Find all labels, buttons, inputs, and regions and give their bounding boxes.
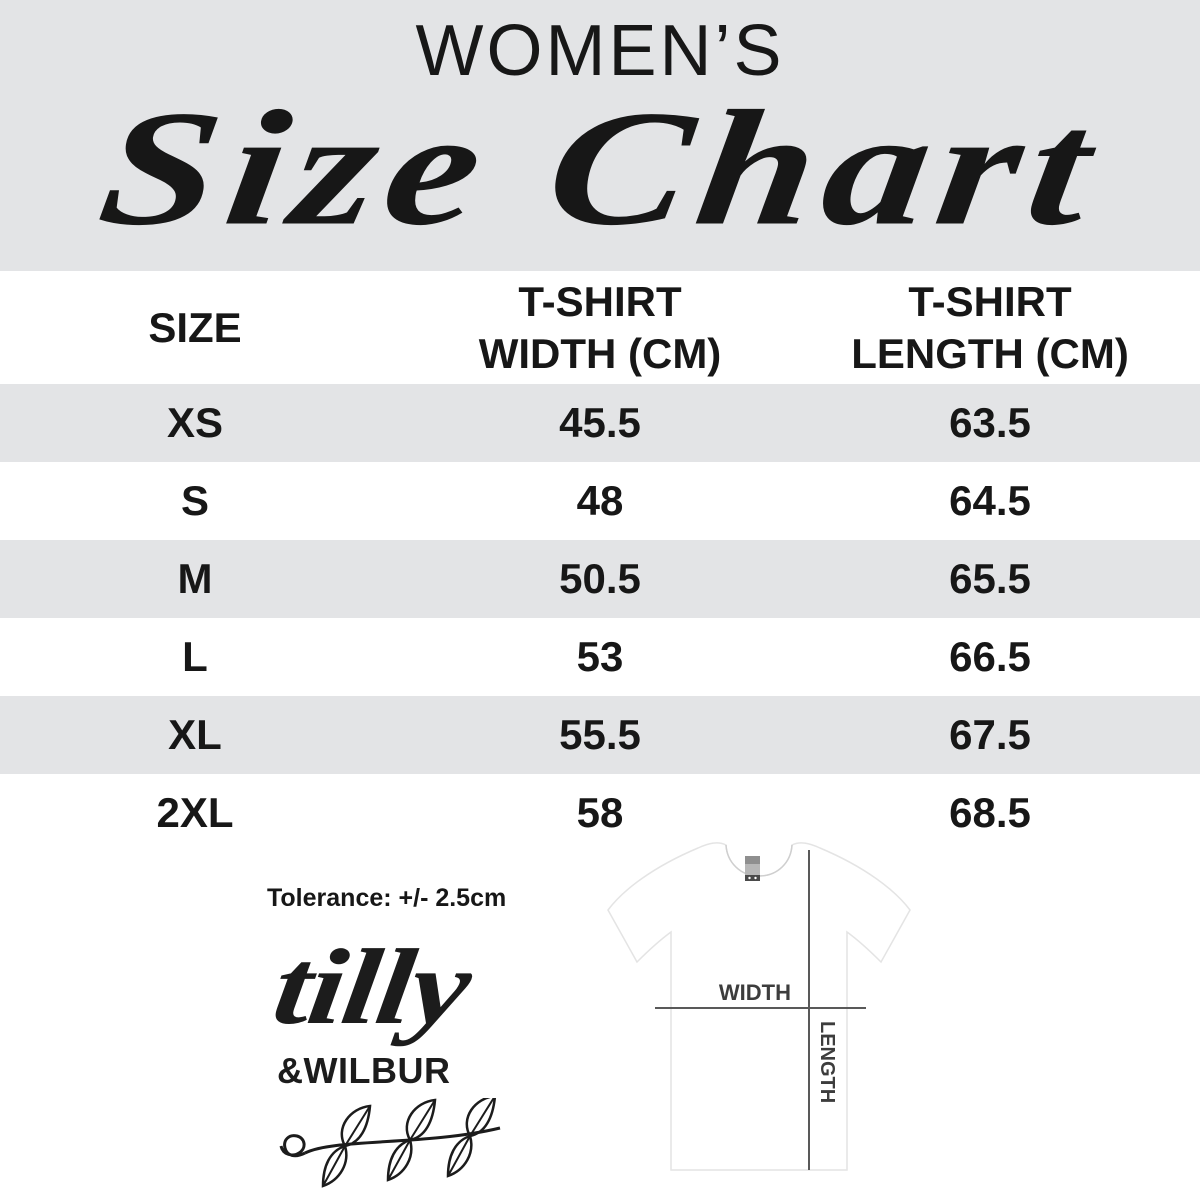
svg-text:LENGTH: LENGTH xyxy=(816,1021,838,1103)
svg-text:WIDTH: WIDTH xyxy=(719,980,791,1005)
